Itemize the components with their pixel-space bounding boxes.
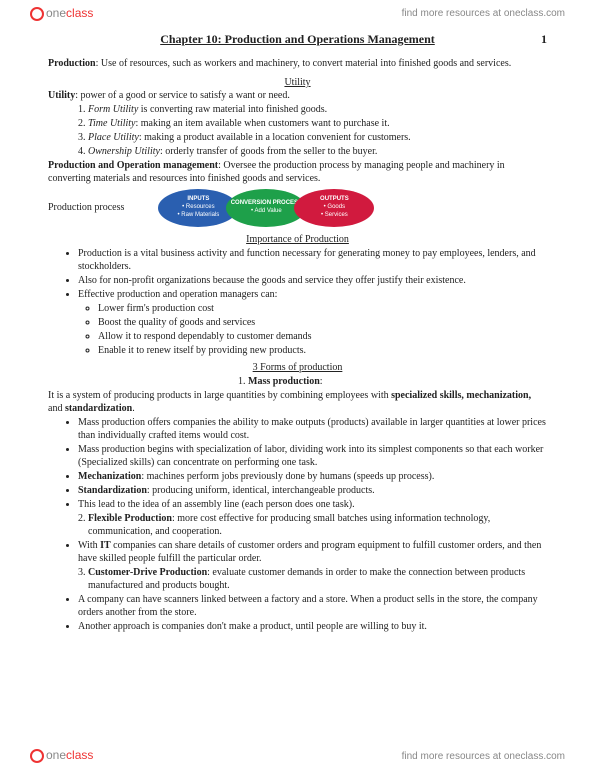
importance-list: Production is a vital business activity …	[78, 247, 547, 301]
resources-link-top[interactable]: find more resources at oneclass.com	[402, 7, 565, 20]
list-item: Production is a vital business activity …	[78, 247, 547, 273]
logo-circle-icon	[30, 749, 44, 763]
page-header: oneclass find more resources at oneclass…	[0, 0, 595, 28]
list-item: With IT companies can share details of c…	[78, 539, 547, 565]
utility-list: Form Utility is converting raw material …	[88, 103, 547, 158]
mass-intro: It is a system of producing products in …	[48, 389, 547, 415]
pom-def: Production and Operation management: Ove…	[48, 159, 547, 185]
chapter-title: Chapter 10: Production and Operations Ma…	[48, 32, 547, 48]
list-item: Mass production begins with specializati…	[78, 443, 547, 469]
list-item: Form Utility is converting raw material …	[88, 103, 547, 116]
flexible-sub: With IT companies can share details of c…	[78, 539, 547, 565]
resources-link-bottom[interactable]: find more resources at oneclass.com	[402, 750, 565, 763]
mass-bullets: Mass production offers companies the abi…	[78, 416, 547, 511]
list-item: Lower firm's production cost	[98, 302, 547, 315]
list-item: Customer-Drive Production: evaluate cust…	[88, 566, 547, 592]
list-item: Mass production:	[248, 375, 547, 388]
list-item: Effective production and operation manag…	[78, 288, 547, 301]
list-item: Another approach is companies don't make…	[78, 620, 547, 633]
logo: oneclass	[30, 6, 93, 22]
list-item: Ownership Utility: orderly transfer of g…	[88, 145, 547, 158]
logo-footer: oneclass	[30, 748, 93, 764]
utility-def: Utility: power of a good or service to s…	[48, 89, 547, 102]
list-item: Mass production offers companies the abi…	[78, 416, 547, 442]
process-label: Production process	[48, 201, 124, 214]
logo-text: oneclass	[46, 748, 93, 764]
logo-circle-icon	[30, 7, 44, 21]
list-item: Mechanization: machines perform jobs pre…	[78, 470, 547, 483]
list-item: Boost the quality of goods and services	[98, 316, 547, 329]
document-body: Chapter 10: Production and Operations Ma…	[0, 28, 595, 665]
page-number: 1	[541, 32, 547, 48]
list-item: This lead to the idea of an assembly lin…	[78, 498, 547, 511]
logo-text: oneclass	[46, 6, 93, 22]
customer-item: Customer-Drive Production: evaluate cust…	[88, 566, 547, 592]
customer-subs: A company can have scanners linked betwe…	[78, 593, 547, 633]
list-item: Flexible Production: more cost effective…	[88, 512, 547, 538]
managers-sublist: Lower firm's production cost Boost the q…	[98, 302, 547, 357]
flexible-item: Flexible Production: more cost effective…	[88, 512, 547, 538]
process-diagram: INPUTS • Resources • Raw Materials CONVE…	[164, 189, 368, 227]
list-item: Time Utility: making an item available w…	[88, 117, 547, 130]
forms-heading: 3 Forms of production	[48, 361, 547, 374]
list-item: Allow it to respond dependably to custom…	[98, 330, 547, 343]
production-def: Production: Use of resources, such as wo…	[48, 57, 547, 70]
list-item: Place Utility: making a product availabl…	[88, 131, 547, 144]
forms-list: Mass production:	[248, 375, 547, 388]
list-item: Standardization: producing uniform, iden…	[78, 484, 547, 497]
importance-heading: Importance of Production	[48, 233, 547, 246]
diagram-outputs: OUTPUTS • Goods • Services	[294, 189, 374, 227]
page-footer: oneclass find more resources at oneclass…	[0, 742, 595, 770]
utility-heading: Utility	[48, 76, 547, 89]
list-item: A company can have scanners linked betwe…	[78, 593, 547, 619]
list-item: Also for non-profit organizations becaus…	[78, 274, 547, 287]
list-item: Enable it to renew itself by providing n…	[98, 344, 547, 357]
